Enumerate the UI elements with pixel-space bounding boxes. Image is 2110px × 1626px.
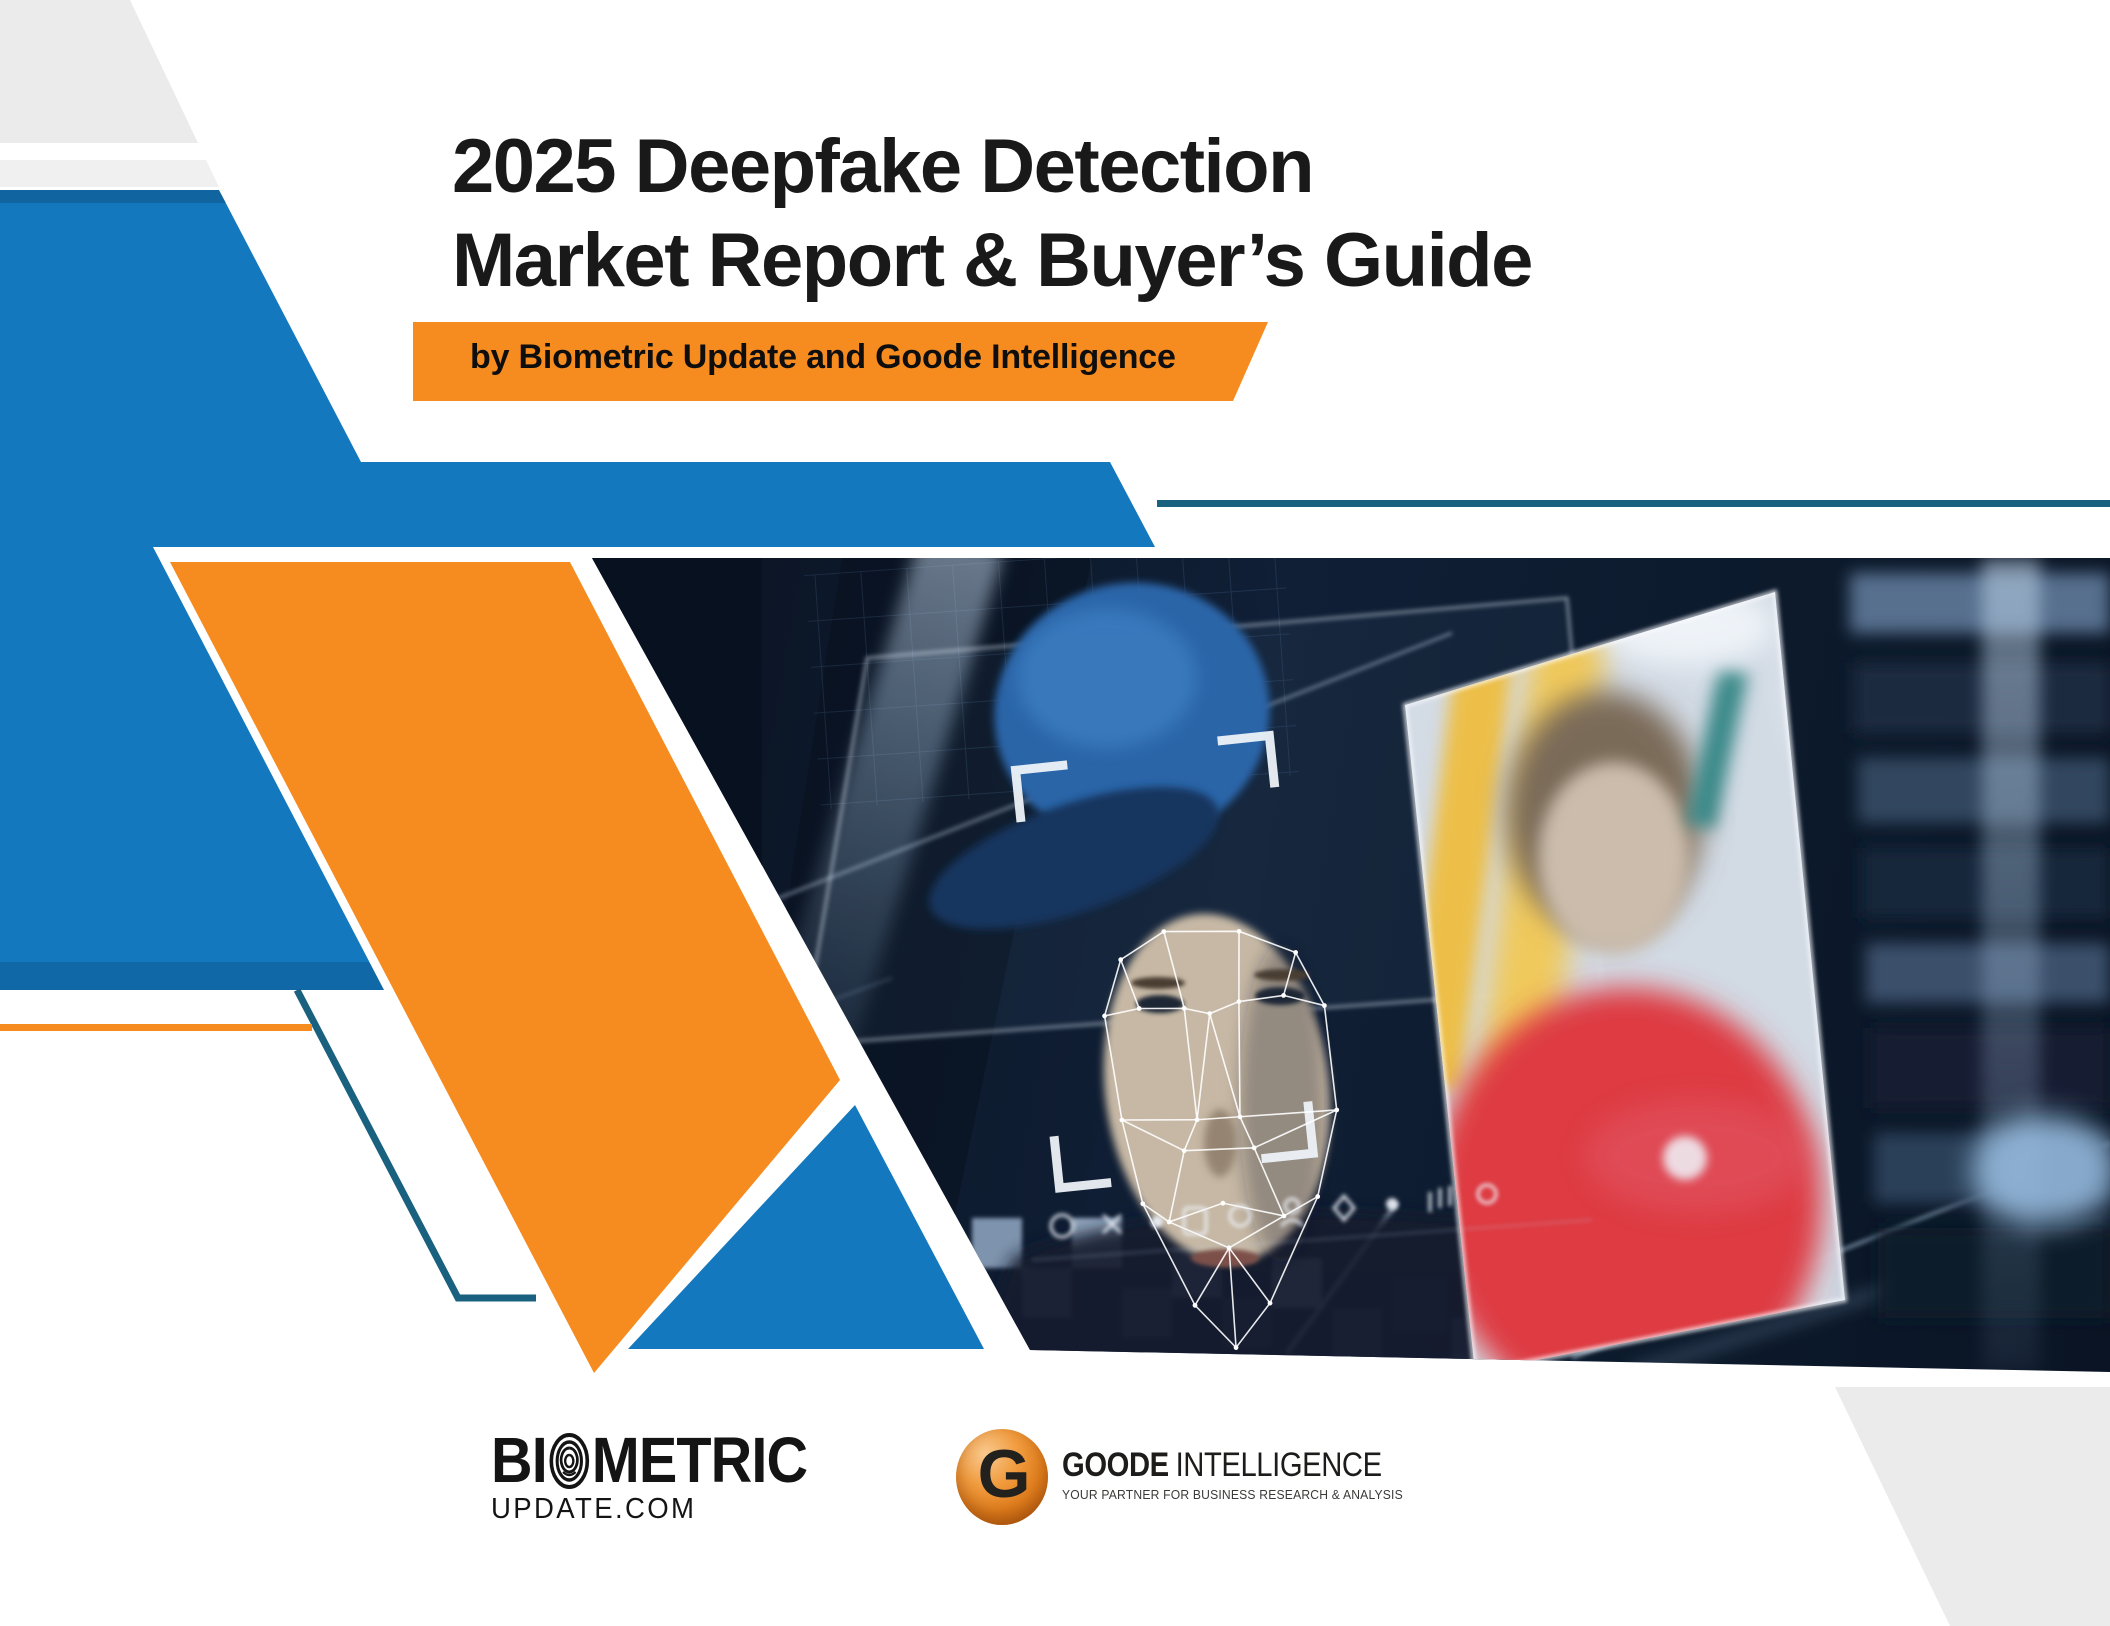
- goode-g-sphere-icon: G: [956, 1429, 1048, 1525]
- biometric-word-end: METRIC: [591, 1424, 808, 1496]
- orange-accent-line: [0, 1024, 312, 1031]
- gray-wedge-top: [0, 0, 198, 143]
- ring-icon: [1228, 1204, 1252, 1228]
- page-title-line2: Market Report & Buyer’s Guide: [452, 218, 1533, 303]
- biometric-update-logo: BI METRIC UPDATE.COM: [491, 1424, 842, 1526]
- bright-circle: [1663, 1136, 1707, 1180]
- goode-word: GOODE: [1062, 1446, 1169, 1484]
- blue-chevron-bottom-edge: [0, 962, 384, 990]
- gray-band: [0, 160, 219, 187]
- square-icon: [1182, 1206, 1208, 1236]
- fingerprint-icon: [549, 1433, 590, 1489]
- goode-intelligence-text: GOODE INTELLIGENCE YOUR PARTNER FOR BUSIN…: [1062, 1429, 1434, 1502]
- blue-chevron-shape: [0, 190, 1155, 990]
- byline-banner-plate: [413, 322, 1268, 401]
- toolbar-icon-row: [1031, 1136, 1707, 1261]
- biometric-update-wordmark: BI METRIC: [491, 1424, 808, 1496]
- goode-intelligence-logo: G GOODE INTELLIGENCE YOUR PARTNER FOR BUS…: [956, 1429, 1434, 1525]
- biometric-word-start: BI: [491, 1424, 548, 1496]
- gray-wedge-bottom-right: [1835, 1387, 2110, 1626]
- ring-icon: [1049, 1213, 1075, 1239]
- blue-chevron-top-edge: [0, 190, 226, 203]
- man-subject: [929, 582, 1522, 1372]
- video-call-panel: [1402, 589, 1848, 1372]
- biometric-update-domain: UPDATE.COM: [491, 1493, 697, 1525]
- mouth: [1191, 1249, 1259, 1267]
- focus-brackets: [1010, 730, 1319, 1193]
- red-sweater: [1432, 988, 1822, 1372]
- blue-triangle-shape: [628, 1105, 984, 1349]
- bars-icon: [1428, 1186, 1452, 1212]
- goode-intelligence-wordmark: GOODE INTELLIGENCE: [1062, 1446, 1382, 1485]
- dot-icon: [1386, 1198, 1398, 1210]
- diamond-icon: [1332, 1193, 1356, 1223]
- goode-intelligence-tagline: YOUR PARTNER FOR BUSINESS RESEARCH & ANA…: [1062, 1488, 1403, 1502]
- page-title: 2025 Deepfake Detection Market Report & …: [452, 120, 1533, 308]
- teal-accent-line: [1157, 500, 2110, 507]
- teal-elbow-line: [293, 988, 536, 1302]
- hero-photo-deepfake-scan: [592, 558, 2110, 1372]
- sidebar-light-streak: [1982, 558, 2040, 1372]
- close-icon: [1101, 1213, 1123, 1235]
- orange-parallelogram-shape: [170, 562, 840, 1373]
- byline-text: by Biometric Update and Goode Intelligen…: [470, 338, 1176, 376]
- woman-face: [1538, 762, 1690, 954]
- person-icon: [1279, 1197, 1305, 1228]
- goode-monogram: G: [977, 1435, 1031, 1512]
- intelligence-word: INTELLIGENCE: [1175, 1446, 1383, 1484]
- dot-icon: [1151, 1216, 1163, 1228]
- ring-icon: [1476, 1183, 1498, 1205]
- page-title-line1: 2025 Deepfake Detection: [452, 124, 1315, 209]
- cap-brim: [929, 786, 1219, 930]
